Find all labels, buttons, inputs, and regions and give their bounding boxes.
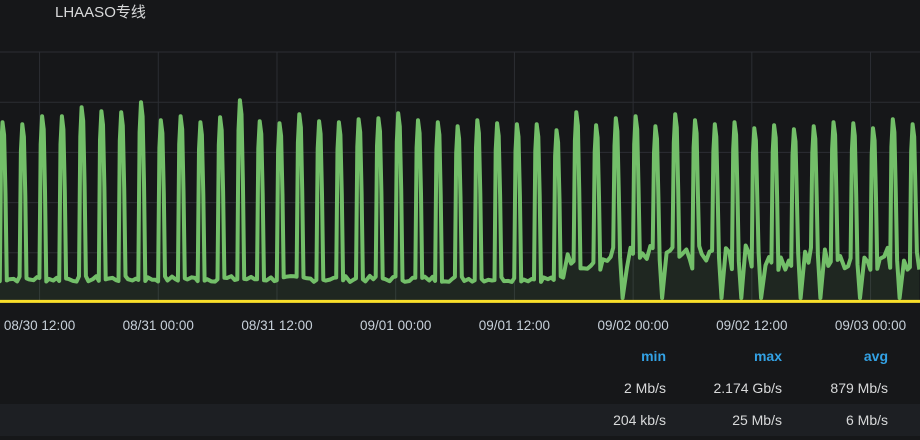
legend-min: 204 kb/s [613, 412, 666, 428]
x-tick-label: 08/30 12:00 [4, 318, 75, 333]
x-axis: 08/30 12:00 08/31 00:00 08/31 12:00 09/01 0… [4, 318, 906, 333]
x-tick-label: 08/31 00:00 [123, 318, 194, 333]
legend-header-avg[interactable]: avg [863, 348, 888, 364]
legend-max: 25 Mb/s [732, 412, 782, 428]
x-tick-label: 09/02 12:00 [716, 318, 787, 333]
x-tick-label: 09/02 00:00 [597, 318, 668, 333]
legend-avg: 879 Mb/s [830, 380, 888, 396]
series-line [0, 98, 920, 300]
legend-row[interactable]: 2 Mb/s 2.174 Gb/s 879 Mb/s [0, 372, 920, 404]
x-tick-label: 09/03 00:00 [835, 318, 906, 333]
legend-row[interactable]: 204 kb/s 25 Mb/s 6 Mb/s [0, 404, 920, 436]
legend-header-max[interactable]: max [753, 348, 782, 364]
legend-header-min[interactable]: min [641, 348, 666, 364]
legend-avg: 6 Mb/s [845, 412, 888, 428]
legend-max: 2.174 Gb/s [713, 380, 783, 396]
x-tick-label: 09/01 00:00 [360, 318, 431, 333]
panel-title[interactable]: LHAASO专线 [55, 4, 146, 21]
legend-header: min max avg [0, 340, 920, 372]
time-series-chart: 08/30 12:00 08/31 00:00 08/31 12:00 09/01 0… [0, 51, 920, 333]
legend-min: 2 Mb/s [623, 380, 666, 396]
legend-table: min max avg 2 Mb/s 2.174 Gb/s 879 Mb/s 2… [0, 340, 920, 436]
series-layer [0, 98, 920, 303]
x-tick-label: 09/01 12:00 [479, 318, 550, 333]
x-tick-label: 08/31 12:00 [241, 318, 312, 333]
